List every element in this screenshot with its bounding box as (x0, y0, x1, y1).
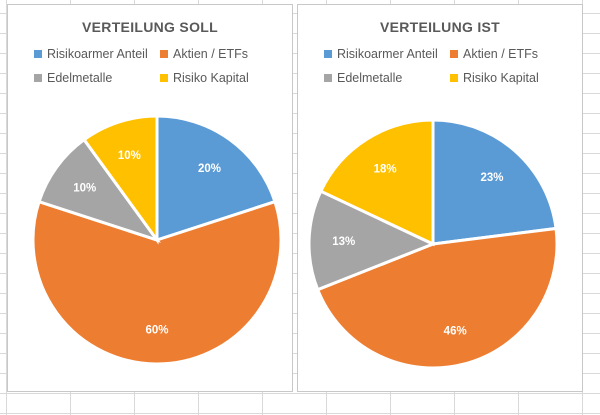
data-label-risikoarmer-anteil: 23% (481, 172, 504, 184)
legend-swatch (160, 50, 168, 58)
data-label-edelmetalle: 10% (73, 183, 96, 195)
chart-verteilung-ist[interactable]: VERTEILUNG IST Risikoarmer Anteil Aktien… (297, 4, 583, 392)
pie-slice-risiko-kapital[interactable] (82, 114, 159, 245)
legend-item-edelmetalle: Edelmetalle (324, 71, 402, 85)
legend-swatch (34, 74, 42, 82)
pie-slice-risikoarmer-anteil[interactable] (431, 118, 558, 246)
pie-slice-aktien-etfs[interactable] (315, 226, 559, 370)
chart-legend: Risikoarmer Anteil Aktien / ETFs Edelmet… (324, 47, 574, 91)
chart-verteilung-soll[interactable]: VERTEILUNG SOLL Risikoarmer Anteil Aktie… (7, 4, 293, 392)
pie-slice-aktien-etfs[interactable] (31, 199, 283, 366)
legend-label: Risikoarmer Anteil (337, 47, 438, 61)
legend-item-risikoarmer-anteil: Risikoarmer Anteil (34, 47, 148, 61)
legend-label: Risiko Kapital (173, 71, 249, 85)
pie-slice-risiko-kapital[interactable] (318, 118, 435, 247)
pie-slice-edelmetalle[interactable] (307, 189, 437, 292)
legend-label: Aktien / ETFs (173, 47, 249, 61)
legend-label: Edelmetalle (337, 71, 403, 85)
chart-title: VERTEILUNG IST (379, 19, 501, 35)
legend-item-aktien-etfs: Aktien / ETFs (160, 47, 248, 61)
legend-item-aktien-etfs: Aktien / ETFs (450, 47, 538, 61)
legend-item-risiko-kapital: Risiko Kapital (160, 71, 249, 85)
legend-label: Aktien / ETFs (463, 47, 539, 61)
data-label-edelmetalle: 13% (332, 236, 355, 248)
pie-plot-area: 23% 46% 13% 18% (307, 118, 559, 370)
legend-swatch (34, 50, 42, 58)
chart-title: VERTEILUNG SOLL (82, 19, 218, 35)
legend-swatch (324, 50, 332, 58)
data-label-risikoarmer-anteil: 20% (198, 163, 221, 175)
legend-item-risiko-kapital: Risiko Kapital (450, 71, 539, 85)
legend-swatch (160, 74, 168, 82)
data-label-aktien-etfs: 46% (444, 325, 467, 337)
legend-item-edelmetalle: Edelmetalle (34, 71, 112, 85)
legend-swatch (324, 74, 332, 82)
pie-slice-risikoarmer-anteil[interactable] (155, 114, 277, 243)
legend-item-risikoarmer-anteil: Risikoarmer Anteil (324, 47, 438, 61)
data-label-risiko-kapital: 18% (374, 164, 397, 176)
legend-label: Risiko Kapital (463, 71, 539, 85)
legend-label: Risikoarmer Anteil (47, 47, 148, 61)
legend-swatch (450, 74, 458, 82)
chart-legend: Risikoarmer Anteil Aktien / ETFs Edelmet… (34, 47, 284, 91)
legend-label: Edelmetalle (47, 71, 113, 85)
pie-slice-edelmetalle[interactable] (37, 137, 161, 243)
pie-plot-area: 20% 60% 10% 10% (31, 114, 283, 366)
data-label-aktien-etfs: 60% (145, 324, 168, 336)
legend-swatch (450, 50, 458, 58)
data-label-risiko-kapital: 10% (118, 150, 141, 162)
